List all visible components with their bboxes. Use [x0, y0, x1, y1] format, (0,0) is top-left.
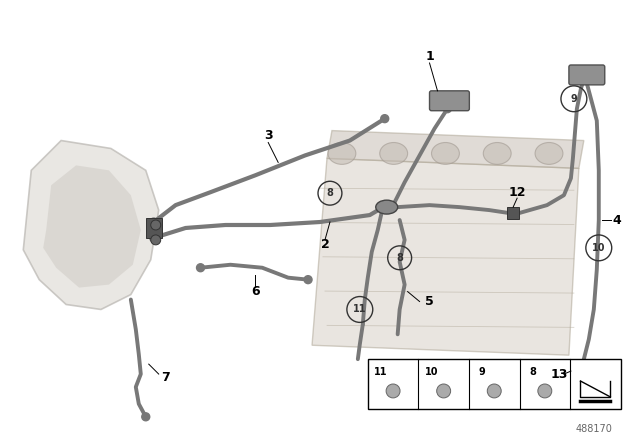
Text: 488170: 488170	[575, 424, 612, 434]
Text: 9: 9	[570, 94, 577, 104]
Bar	[507, 207, 519, 219]
Circle shape	[150, 234, 157, 242]
Circle shape	[381, 115, 388, 123]
Text: 1: 1	[425, 50, 434, 63]
FancyBboxPatch shape	[569, 65, 605, 85]
Ellipse shape	[487, 384, 501, 398]
Text: 12: 12	[508, 186, 526, 199]
Circle shape	[581, 72, 589, 80]
Circle shape	[142, 413, 150, 421]
Text: 13: 13	[550, 367, 568, 380]
Ellipse shape	[328, 142, 356, 164]
Text: 10: 10	[592, 243, 605, 253]
Ellipse shape	[436, 384, 451, 398]
Polygon shape	[327, 130, 584, 168]
Text: 5: 5	[425, 295, 434, 308]
Text: 6: 6	[251, 285, 260, 298]
Ellipse shape	[483, 142, 511, 164]
Bar	[146, 218, 162, 238]
FancyBboxPatch shape	[429, 91, 469, 111]
Text: 8: 8	[529, 367, 536, 377]
Text: 2: 2	[321, 238, 330, 251]
Ellipse shape	[431, 142, 460, 164]
Ellipse shape	[376, 200, 397, 214]
Text: 11: 11	[353, 305, 367, 314]
Text: 7: 7	[161, 370, 170, 383]
Text: 4: 4	[612, 214, 621, 227]
Ellipse shape	[386, 384, 400, 398]
Text: 8: 8	[326, 188, 333, 198]
Circle shape	[150, 218, 157, 226]
Text: 8: 8	[396, 253, 403, 263]
Ellipse shape	[538, 384, 552, 398]
Bar	[368, 359, 621, 409]
Circle shape	[151, 235, 161, 245]
Ellipse shape	[380, 142, 408, 164]
Polygon shape	[23, 141, 159, 310]
Circle shape	[304, 276, 312, 284]
Circle shape	[444, 105, 451, 113]
Polygon shape	[44, 165, 141, 288]
Circle shape	[575, 370, 583, 378]
Circle shape	[196, 264, 205, 271]
Circle shape	[151, 220, 161, 230]
Polygon shape	[312, 159, 579, 355]
Text: 9: 9	[479, 367, 486, 377]
Text: 11: 11	[374, 367, 388, 377]
Ellipse shape	[535, 142, 563, 164]
Text: 3: 3	[264, 129, 273, 142]
Text: 10: 10	[425, 367, 438, 377]
